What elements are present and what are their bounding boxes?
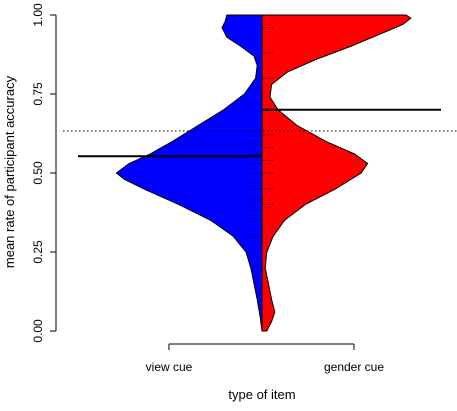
y-tick-label: 0.50: [31, 161, 45, 185]
y-tick-label: 0.00: [31, 319, 45, 343]
y-tick-label: 1.00: [31, 3, 45, 27]
bean-layer: [115, 14, 412, 332]
y-tick-label: 0.75: [31, 82, 45, 106]
x-axis-title: type of item: [228, 387, 295, 402]
bean-view-cue: [115, 14, 263, 332]
x-tick-label-gender-cue: gender cue: [324, 360, 384, 374]
bean-gender-cue: [261, 14, 412, 332]
y-axis-title: mean rate of participant accuracy: [2, 75, 17, 268]
mark-layer: [63, 15, 457, 331]
axes-layer: 0.00 0.25 0.50 0.75 1.00 view cue gender cue: [31, 3, 384, 374]
x-tick-label-view-cue: view cue: [146, 360, 193, 374]
y-tick-label: 0.25: [31, 240, 45, 264]
